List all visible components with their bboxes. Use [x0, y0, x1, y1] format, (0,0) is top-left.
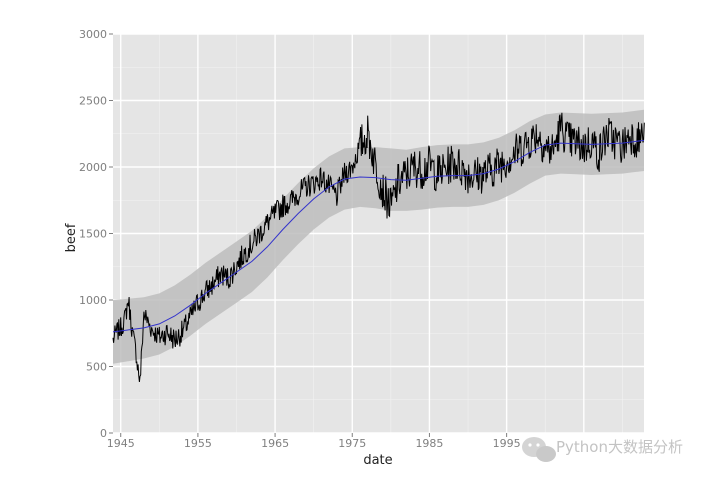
- x-tick-label: 1945: [107, 437, 135, 450]
- watermark: Python大数据分析: [522, 437, 683, 462]
- y-tick-label: 500: [86, 361, 107, 374]
- x-tick-label: 1965: [261, 437, 289, 450]
- watermark-text: Python大数据分析: [556, 438, 683, 456]
- wechat-icon: [522, 437, 556, 462]
- y-tick-label: 3000: [79, 28, 107, 41]
- x-tick-label: 1975: [338, 437, 366, 450]
- y-tick-label: 0: [100, 427, 107, 440]
- x-tick-label: 1955: [184, 437, 212, 450]
- y-tick-label: 2500: [79, 95, 107, 108]
- y-tick-label: 2000: [79, 161, 107, 174]
- y-axis: 0 500 1000 1500 2000 2500 3000: [79, 28, 113, 440]
- y-axis-title: beef: [64, 223, 79, 252]
- series-smooth-line: [112, 139, 645, 333]
- series-raw-line: [112, 112, 645, 382]
- x-axis-title: date: [363, 453, 392, 468]
- x-axis: 1945 1955 1965 1975 1985 1995: [107, 433, 521, 450]
- confidence-band: [113, 109, 644, 364]
- x-tick-label: 1985: [415, 437, 443, 450]
- y-tick-label: 1500: [79, 228, 107, 241]
- x-tick-label: 1995: [493, 437, 521, 450]
- y-tick-label: 1000: [79, 294, 107, 307]
